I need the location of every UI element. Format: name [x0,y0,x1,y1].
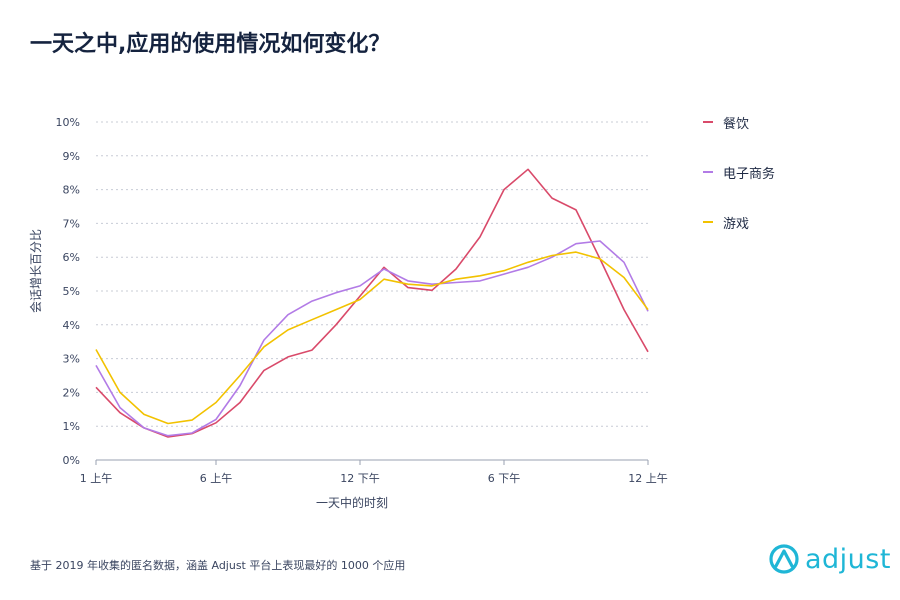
x-tick-label: 1 上午 [80,472,113,485]
gridlines [96,121,648,427]
x-tick-label: 6 下午 [488,472,521,485]
y-tick-label: 6% [63,251,80,264]
y-tick-label: 8% [63,184,80,197]
y-tick-label: 0% [63,454,80,467]
legend: 餐饮 电子商务 游戏 [703,112,775,262]
chart-title: 一天之中,应用的使用情况如何变化？ [30,32,391,57]
y-tick-label: 10% [56,116,80,129]
y-tick-label: 7% [63,217,80,230]
y-axis-title: 会话增长百分比 [29,229,43,313]
legend-label-food: 餐饮 [723,116,750,132]
adjust-logo: adjust [768,543,891,575]
series-line-games [95,251,649,425]
y-tick-label: 1% [63,420,80,433]
legend-swatch-games [703,221,713,223]
series-line-ecommerce [95,240,649,437]
x-tick-label: 12 上午 [628,472,668,485]
legend-label-ecommerce: 电子商务 [723,166,776,182]
adjust-logo-text: adjust [805,543,891,575]
x-axis-title: 一天中的时刻 [316,495,388,510]
x-axis: 1 上午 6 上午 12 下午 6 下午 12 上午 [80,459,668,485]
y-tick-label: 3% [63,353,80,366]
x-tick-label: 6 上午 [200,472,233,485]
footnote: 基于 2019 年收集的匿名数据，涵盖 Adjust 平台上表现最好的 1000… [30,559,406,572]
series-line-food [95,168,649,438]
legend-label-games: 游戏 [723,216,750,232]
x-tick-label: 12 下午 [340,472,380,485]
series-lines [95,168,649,438]
legend-item-games: 游戏 [703,212,775,232]
y-tick-labels: 0% 1% 2% 3% 4% 5% 6% 7% 8% 9% 10% [56,116,80,467]
y-tick-label: 4% [63,319,80,332]
y-tick-label: 2% [63,386,80,399]
legend-item-food: 餐饮 [703,112,775,132]
y-tick-label: 9% [63,150,80,163]
adjust-logo-icon [769,544,799,574]
legend-item-ecommerce: 电子商务 [703,162,775,182]
legend-swatch-ecommerce [703,171,713,173]
y-tick-label: 5% [63,285,80,298]
legend-swatch-food [703,121,713,123]
